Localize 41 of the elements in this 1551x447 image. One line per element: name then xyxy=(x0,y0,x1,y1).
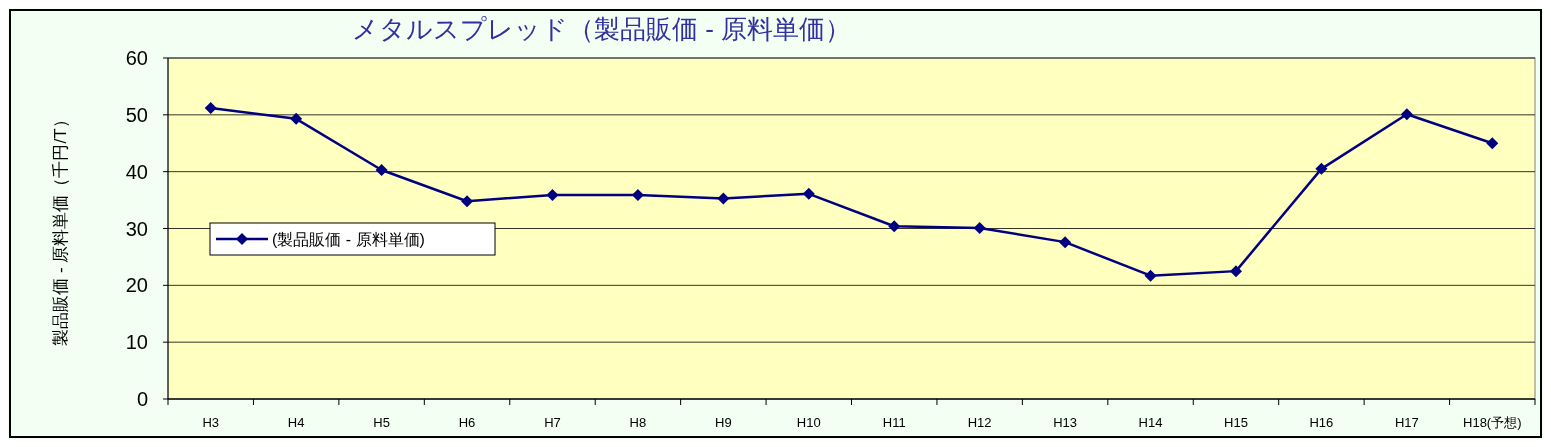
point xyxy=(973,221,986,234)
point xyxy=(1486,137,1499,150)
x-tick-label: H10 xyxy=(796,415,821,430)
point xyxy=(802,187,815,200)
point xyxy=(1144,269,1157,282)
x-tick-label: H9 xyxy=(715,415,732,430)
x-tick-label: H5 xyxy=(373,415,390,430)
y-tick-label: 50 xyxy=(125,103,148,126)
point xyxy=(375,163,388,176)
x-tick-label: H6 xyxy=(458,415,476,430)
point xyxy=(204,102,217,115)
chart-title: メタルスプレッド（製品販価 - 原料単価） xyxy=(351,14,852,44)
y-tick-label: 10 xyxy=(125,331,148,354)
x-tick-label: H3 xyxy=(202,415,220,430)
legend-label: (製品販価 - 原料単価) xyxy=(272,230,425,248)
y-tick-label: 40 xyxy=(125,160,148,183)
y-tick-label: 30 xyxy=(125,217,148,240)
point xyxy=(546,188,559,201)
x-tick-label: H13 xyxy=(1053,415,1078,430)
point xyxy=(888,220,901,233)
x-tick-label: H18(予想) xyxy=(1463,415,1522,430)
y-tick-label: 20 xyxy=(125,274,148,297)
y-tick-label: 60 xyxy=(125,47,148,69)
y-axis-title: 製品販価 - 原料単価（千円/T） xyxy=(51,111,70,346)
x-tick-label: H16 xyxy=(1309,415,1334,430)
x-tick-label: H17 xyxy=(1394,415,1419,430)
point xyxy=(717,192,730,205)
point xyxy=(1400,108,1413,121)
x-tick-label: H4 xyxy=(287,415,305,430)
point xyxy=(1315,162,1328,175)
x-tick-label: H14 xyxy=(1138,415,1163,430)
x-tick-label: H15 xyxy=(1224,415,1248,430)
x-tick-label: H12 xyxy=(967,415,992,430)
point xyxy=(290,112,303,125)
x-tick-label: H7 xyxy=(544,415,561,430)
point xyxy=(1059,236,1072,249)
point xyxy=(1229,265,1242,278)
y-tick-label: 0 xyxy=(136,388,148,410)
x-tick-label: H8 xyxy=(629,415,647,430)
point xyxy=(461,195,474,208)
x-tick-label: H11 xyxy=(882,415,906,430)
